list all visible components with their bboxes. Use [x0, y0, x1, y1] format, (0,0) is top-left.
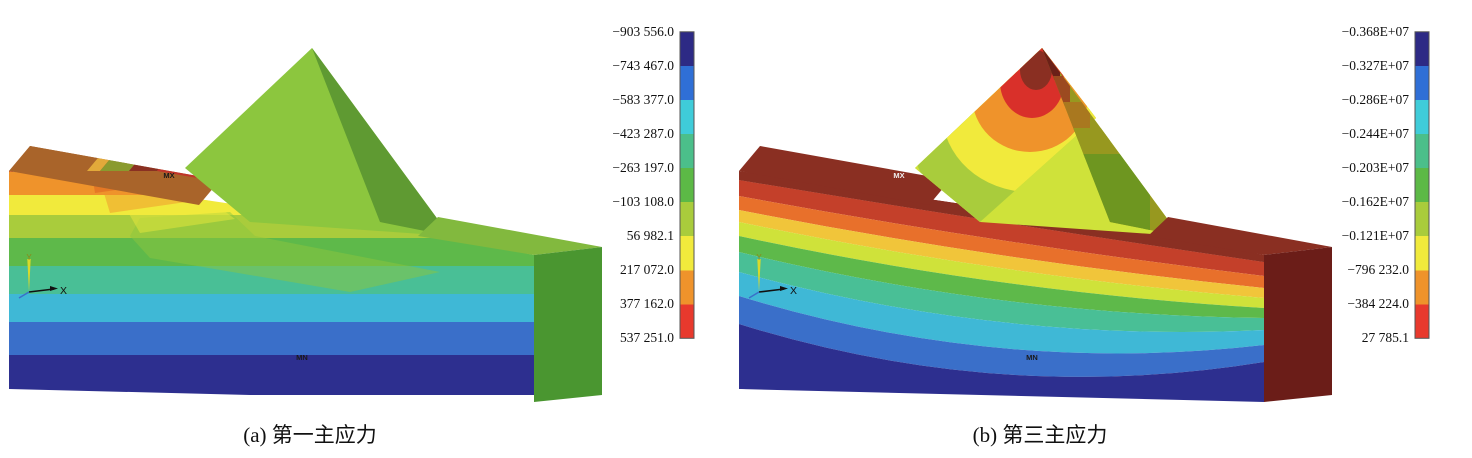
svg-text:Y: Y — [26, 253, 32, 262]
svg-text:MN: MN — [296, 353, 308, 362]
svg-text:X: X — [60, 285, 67, 297]
svg-text:MX: MX — [163, 171, 174, 180]
svg-text:X: X — [790, 285, 797, 297]
svg-text:MN: MN — [1026, 353, 1038, 362]
svg-text:Y: Y — [756, 253, 762, 262]
svg-text:MX: MX — [893, 171, 904, 180]
